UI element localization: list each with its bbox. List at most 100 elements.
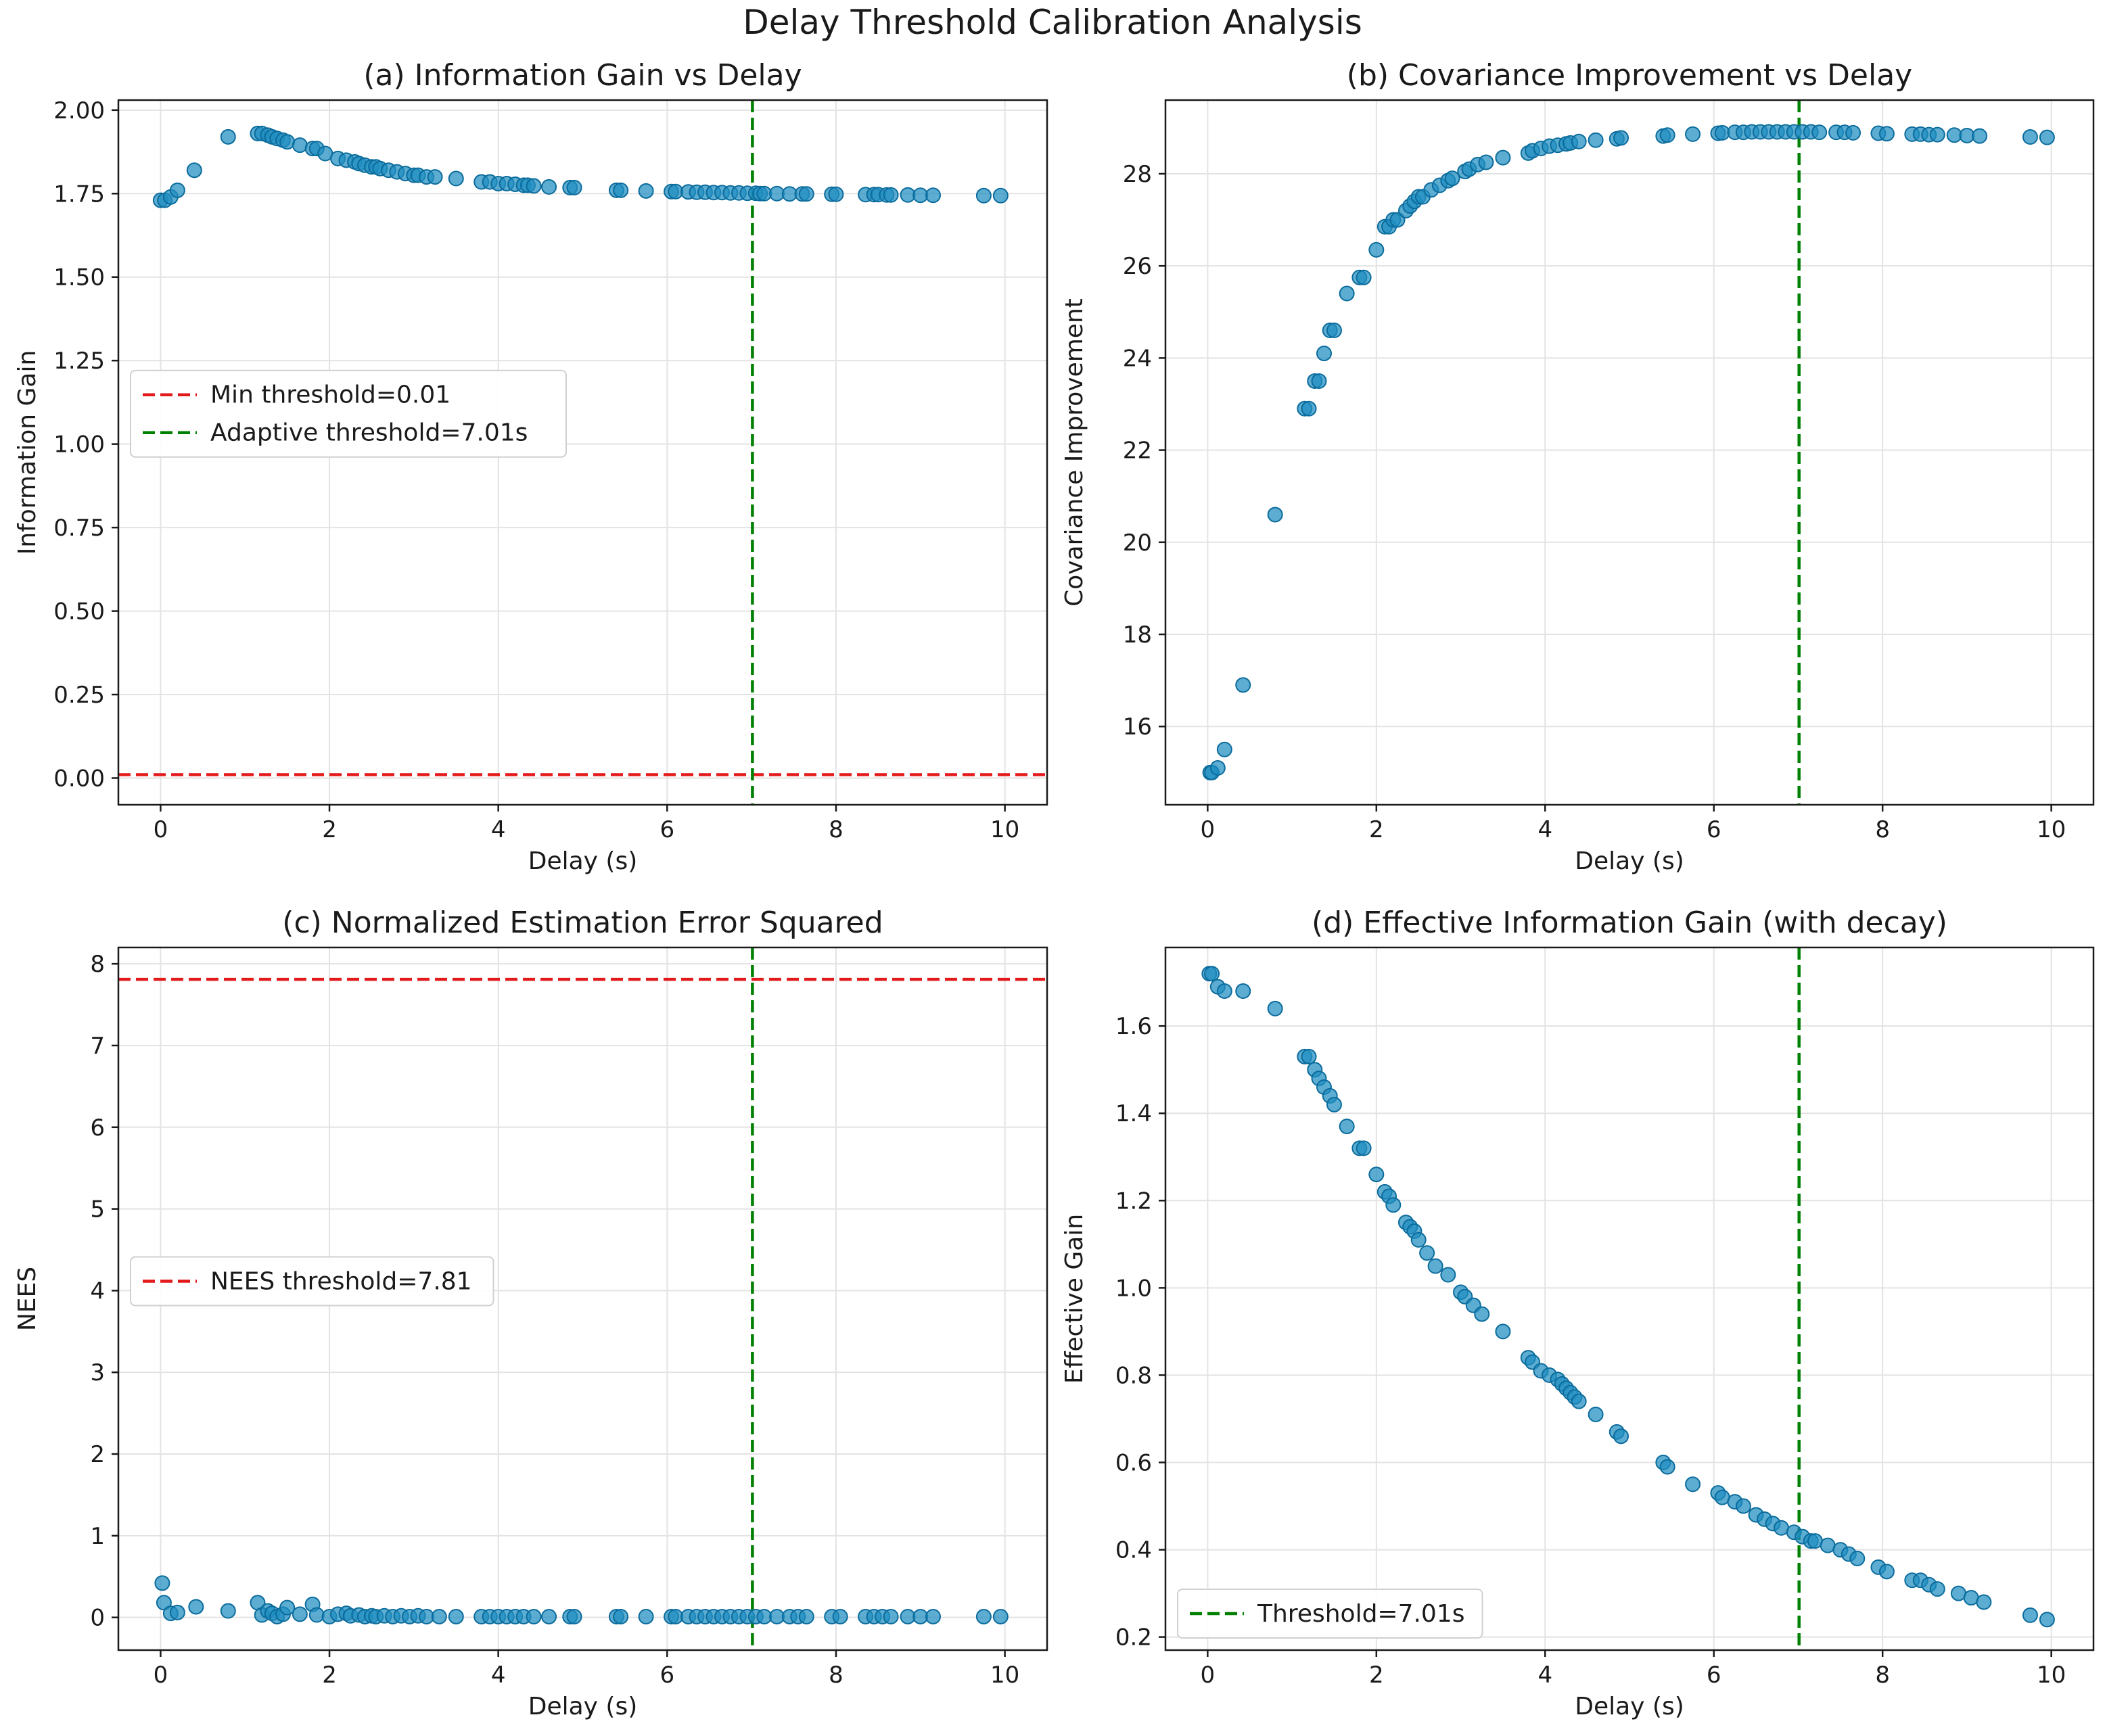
data-point bbox=[541, 1608, 557, 1624]
y-tick-label: 7 bbox=[90, 1033, 105, 1060]
data-point bbox=[832, 1608, 848, 1624]
data-point bbox=[1845, 124, 1861, 141]
data-point bbox=[1356, 1140, 1372, 1156]
data-point bbox=[1474, 1306, 1490, 1322]
chart-title: (c) Normalized Estimation Error Squared bbox=[282, 906, 883, 940]
data-point bbox=[613, 1608, 629, 1624]
chart-panel-a: 0 2 4 6 8 10 0.00 0.25 0.50 0.75 1.00 1.25 1.50 1.75 2… bbox=[14, 58, 1048, 875]
data-point bbox=[992, 1608, 1009, 1624]
data-point bbox=[1571, 1393, 1587, 1409]
data-point bbox=[1735, 1498, 1751, 1514]
y-tick-label: 1.00 bbox=[53, 431, 105, 459]
data-point bbox=[1385, 1197, 1402, 1213]
data-point bbox=[1267, 507, 1283, 523]
data-point bbox=[925, 187, 941, 204]
x-tick-label: 0 bbox=[1201, 816, 1216, 843]
data-point bbox=[1878, 126, 1895, 142]
data-point bbox=[1427, 1258, 1443, 1274]
x-tick-label: 10 bbox=[990, 1662, 1019, 1689]
data-point bbox=[1440, 1267, 1456, 1283]
data-point bbox=[1659, 1459, 1675, 1475]
y-tick-label: 2 bbox=[90, 1441, 105, 1468]
data-point bbox=[883, 1608, 899, 1624]
data-point bbox=[1368, 1167, 1385, 1183]
data-point bbox=[169, 182, 185, 198]
legend-label: Min threshold=0.01 bbox=[210, 381, 450, 409]
data-point bbox=[308, 1607, 325, 1623]
data-point bbox=[975, 187, 992, 204]
data-point bbox=[1216, 983, 1232, 1000]
data-point bbox=[1929, 1581, 1945, 1597]
data-point bbox=[1368, 241, 1385, 258]
data-point bbox=[638, 1608, 654, 1624]
y-tick-label: 18 bbox=[1123, 621, 1152, 649]
data-point bbox=[1613, 1428, 1629, 1445]
legend: Min threshold=0.01 Adaptive threshold=7.0… bbox=[130, 369, 567, 458]
data-point bbox=[292, 137, 308, 154]
y-tick-label: 16 bbox=[1123, 713, 1152, 741]
y-axis-label: Covariance Improvement bbox=[1061, 298, 1088, 607]
data-point bbox=[1316, 346, 1332, 362]
legend: Threshold=7.01s bbox=[1177, 1589, 1483, 1639]
data-point bbox=[431, 1608, 447, 1624]
y-tick-label: 1.0 bbox=[1115, 1275, 1152, 1302]
data-point bbox=[1929, 126, 1945, 143]
y-tick-label: 5 bbox=[90, 1196, 105, 1223]
data-point bbox=[1339, 285, 1355, 302]
data-point bbox=[798, 1608, 814, 1624]
legend-box bbox=[130, 1256, 494, 1307]
x-tick-label: 6 bbox=[1707, 1662, 1721, 1689]
data-point bbox=[1685, 1476, 1701, 1493]
data-point bbox=[1209, 760, 1226, 776]
legend: NEES threshold=7.81 bbox=[130, 1256, 494, 1307]
data-point bbox=[1685, 126, 1701, 142]
y-tick-label: 20 bbox=[1123, 530, 1152, 557]
y-tick-label: 1.2 bbox=[1115, 1188, 1152, 1215]
data-point bbox=[1204, 966, 1220, 982]
y-tick-label: 0.6 bbox=[1115, 1450, 1152, 1477]
y-tick-label: 8 bbox=[90, 951, 105, 978]
data-point bbox=[566, 1608, 582, 1624]
x-tick-label: 0 bbox=[154, 1662, 168, 1689]
data-point bbox=[1613, 130, 1629, 146]
data-point bbox=[1972, 128, 1988, 144]
data-point bbox=[1588, 132, 1604, 148]
data-point bbox=[992, 187, 1009, 204]
data-point bbox=[220, 128, 236, 145]
chart-title: (d) Effective Information Gain (with dec… bbox=[1312, 906, 1947, 940]
x-tick-label: 4 bbox=[1537, 1662, 1552, 1689]
data-point bbox=[1976, 1594, 1992, 1610]
data-point bbox=[1311, 373, 1327, 389]
data-point bbox=[1410, 1231, 1427, 1248]
data-point bbox=[925, 1608, 941, 1624]
data-point bbox=[1419, 1245, 1435, 1261]
chart-title: (a) Information Gain vs Delay bbox=[363, 58, 802, 93]
plot-frame bbox=[117, 99, 1048, 806]
x-tick-label: 6 bbox=[1707, 816, 1721, 843]
data-point bbox=[975, 1608, 992, 1624]
plot-frame bbox=[117, 946, 1048, 1651]
x-tick-label: 2 bbox=[322, 816, 337, 843]
data-point bbox=[1849, 1550, 1866, 1566]
data-point bbox=[448, 170, 464, 187]
data-point bbox=[1301, 400, 1317, 417]
y-tick-label: 22 bbox=[1123, 438, 1152, 465]
data-point bbox=[279, 1599, 296, 1616]
legend-box bbox=[130, 369, 567, 458]
legend-label: NEES threshold=7.81 bbox=[210, 1268, 472, 1296]
y-tick-label: 0.75 bbox=[53, 515, 105, 542]
legend-box bbox=[1177, 1589, 1483, 1639]
data-point bbox=[541, 179, 557, 195]
data-point bbox=[1495, 1323, 1511, 1340]
data-point bbox=[427, 169, 443, 185]
x-tick-label: 2 bbox=[1369, 816, 1384, 843]
data-point bbox=[1571, 133, 1587, 149]
y-tick-label: 28 bbox=[1123, 161, 1152, 188]
y-axis-label: Effective Gain bbox=[1061, 1214, 1088, 1384]
y-tick-label: 6 bbox=[90, 1115, 105, 1142]
y-axis-label: NEES bbox=[14, 1267, 41, 1331]
data-point bbox=[1588, 1407, 1604, 1423]
data-point bbox=[1326, 1096, 1342, 1112]
y-tick-label: 0.4 bbox=[1115, 1537, 1152, 1564]
